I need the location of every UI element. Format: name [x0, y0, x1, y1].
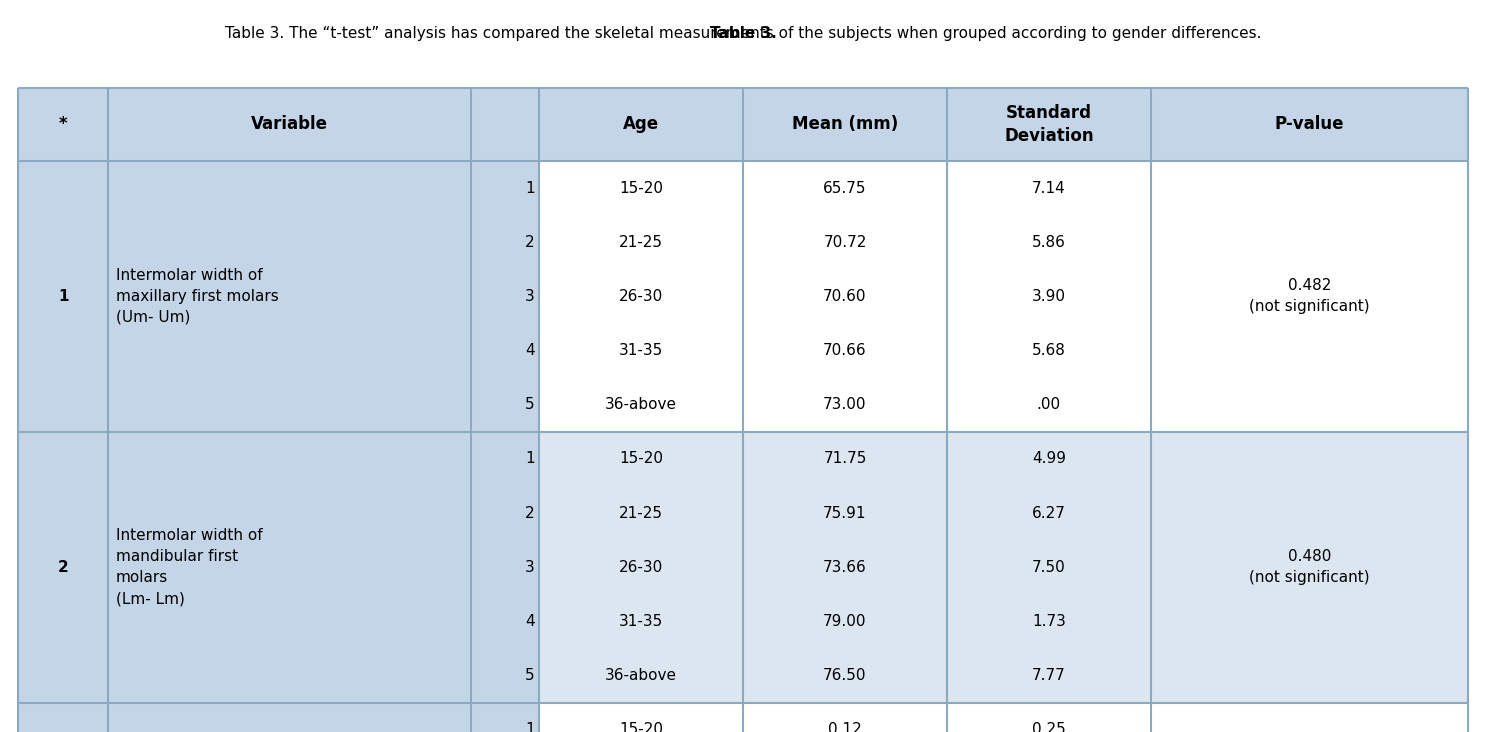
- Text: 65.75: 65.75: [823, 181, 866, 195]
- Text: Table 3. The “t-test” analysis has compared the skeletal measurements of the sub: Table 3. The “t-test” analysis has compa…: [224, 26, 1262, 40]
- Text: 21-25: 21-25: [620, 235, 663, 250]
- Bar: [18, 432, 471, 703]
- Text: Intermolar width of
mandibular first
molars
(Lm- Lm): Intermolar width of mandibular first mol…: [116, 529, 263, 606]
- Bar: [471, 161, 539, 432]
- Text: 4: 4: [525, 343, 535, 358]
- Bar: [539, 161, 1150, 432]
- Text: 4.99: 4.99: [1031, 452, 1065, 466]
- Text: Mean (mm): Mean (mm): [792, 116, 898, 133]
- Text: 70.66: 70.66: [823, 343, 866, 358]
- Text: 3: 3: [525, 560, 535, 575]
- Text: 1: 1: [525, 722, 535, 732]
- Text: 36-above: 36-above: [605, 397, 678, 412]
- Text: 0.482
(not significant): 0.482 (not significant): [1250, 278, 1370, 315]
- Text: 31-35: 31-35: [618, 343, 663, 358]
- Text: 15-20: 15-20: [620, 452, 663, 466]
- Text: Intermolar width of
maxillary first molars
(Um- Um): Intermolar width of maxillary first mola…: [116, 268, 279, 325]
- Text: 76.50: 76.50: [823, 668, 866, 683]
- Text: 21-25: 21-25: [620, 506, 663, 520]
- Text: 3: 3: [525, 289, 535, 304]
- Text: 1.73: 1.73: [1031, 614, 1065, 629]
- Text: 2: 2: [525, 235, 535, 250]
- Text: 26-30: 26-30: [618, 289, 663, 304]
- Text: 2: 2: [525, 506, 535, 520]
- Text: 0.480
(not significant): 0.480 (not significant): [1250, 549, 1370, 586]
- Bar: [471, 703, 539, 732]
- Text: 2: 2: [58, 560, 68, 575]
- Text: 5.86: 5.86: [1031, 235, 1065, 250]
- Text: Age: Age: [623, 116, 660, 133]
- Text: 15-20: 15-20: [620, 722, 663, 732]
- Text: 3.90: 3.90: [1031, 289, 1065, 304]
- Text: 0.25: 0.25: [1033, 722, 1065, 732]
- Text: 7.50: 7.50: [1033, 560, 1065, 575]
- Text: 5.68: 5.68: [1031, 343, 1065, 358]
- Text: 79.00: 79.00: [823, 614, 866, 629]
- Text: 1: 1: [525, 181, 535, 195]
- Text: 4: 4: [525, 614, 535, 629]
- Text: P-value: P-value: [1275, 116, 1345, 133]
- Text: Variable: Variable: [251, 116, 328, 133]
- Text: 70.72: 70.72: [823, 235, 866, 250]
- Text: 71.75: 71.75: [823, 452, 866, 466]
- Text: 7.14: 7.14: [1033, 181, 1065, 195]
- Text: 1: 1: [525, 452, 535, 466]
- Bar: [1150, 703, 1468, 732]
- Text: 5: 5: [525, 668, 535, 683]
- Text: 36-above: 36-above: [605, 668, 678, 683]
- Text: 15-20: 15-20: [620, 181, 663, 195]
- Bar: [18, 161, 471, 432]
- Text: 73.00: 73.00: [823, 397, 866, 412]
- Text: 1: 1: [58, 289, 68, 304]
- Text: 0.12: 0.12: [828, 722, 862, 732]
- Text: 6.27: 6.27: [1031, 506, 1065, 520]
- Text: 31-35: 31-35: [618, 614, 663, 629]
- Text: 5: 5: [525, 397, 535, 412]
- Text: .00: .00: [1037, 397, 1061, 412]
- Bar: [18, 703, 471, 732]
- Bar: [1150, 432, 1468, 703]
- Bar: [1150, 161, 1468, 432]
- Text: Standard
Deviation: Standard Deviation: [1005, 104, 1094, 145]
- Text: 7.77: 7.77: [1033, 668, 1065, 683]
- Text: Table 3.: Table 3.: [710, 26, 776, 40]
- Text: 26-30: 26-30: [618, 560, 663, 575]
- Text: 70.60: 70.60: [823, 289, 866, 304]
- Bar: [539, 432, 1150, 703]
- Bar: [471, 432, 539, 703]
- Text: *: *: [59, 116, 67, 133]
- Text: 73.66: 73.66: [823, 560, 866, 575]
- Bar: [18, 88, 1468, 161]
- Bar: [539, 703, 1150, 732]
- Text: 75.91: 75.91: [823, 506, 866, 520]
